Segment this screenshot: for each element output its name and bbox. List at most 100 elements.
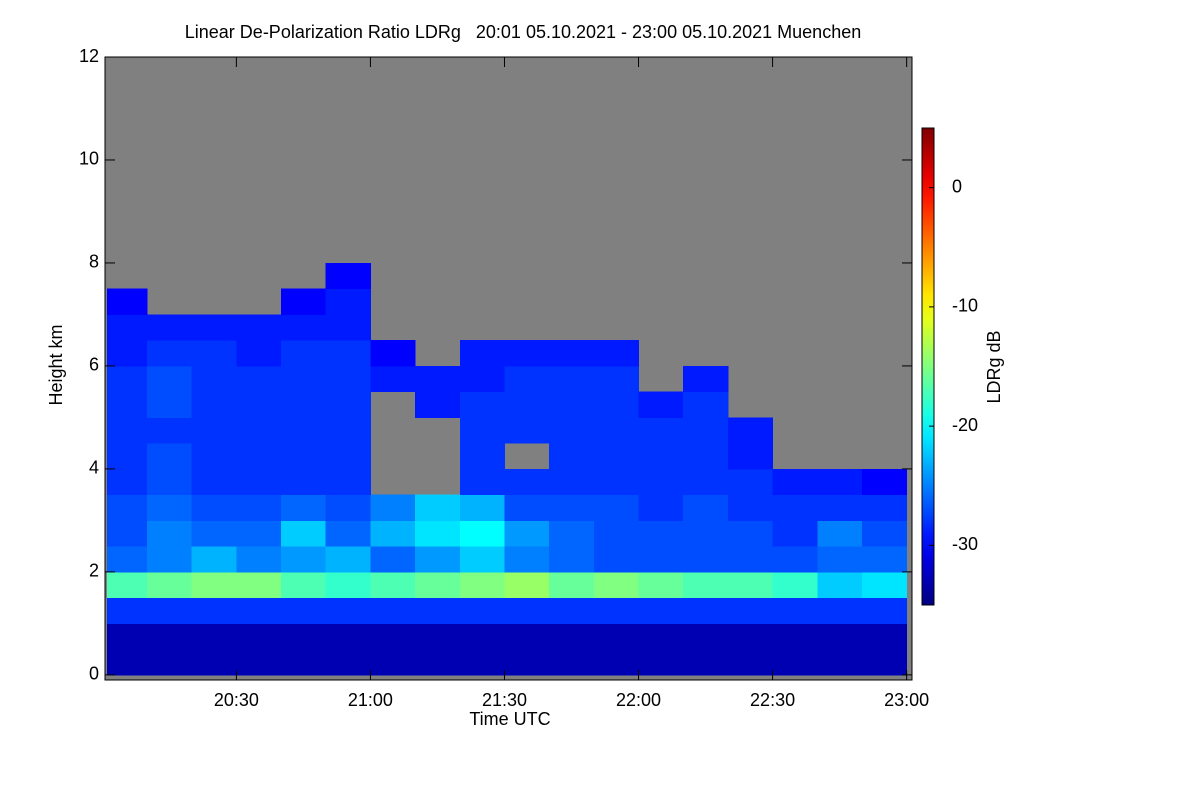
heatmap-cell xyxy=(191,520,237,547)
heatmap-cell xyxy=(861,623,908,650)
heatmap-cell xyxy=(147,494,193,521)
heatmap-cell xyxy=(504,365,550,393)
heatmap-cell xyxy=(191,314,237,341)
colorbar-label: LDRg dB xyxy=(984,330,1004,403)
heatmap-cell xyxy=(325,288,371,315)
heatmap-cell xyxy=(459,494,505,521)
heatmap-cell xyxy=(683,468,729,496)
heatmap-cell xyxy=(459,340,505,367)
heatmap-cell xyxy=(325,314,371,341)
heatmap-cell xyxy=(549,391,595,418)
heatmap-cell xyxy=(236,340,282,367)
heatmap-cell xyxy=(236,443,282,470)
heatmap-cell xyxy=(727,494,774,521)
heatmap-cell xyxy=(861,520,908,547)
heatmap-cell xyxy=(191,443,237,470)
heatmap-cell xyxy=(772,468,818,496)
heatmap-cell xyxy=(370,365,416,393)
heatmap-cell xyxy=(638,597,684,624)
plot-frame xyxy=(104,56,913,681)
heatmap-cell xyxy=(147,649,193,676)
heatmap-cell xyxy=(772,649,818,676)
heatmap-cell xyxy=(593,623,640,650)
heatmap-cell xyxy=(593,417,640,444)
heatmap-cell xyxy=(106,597,148,624)
heatmap-cell xyxy=(370,494,416,521)
heatmap-cell xyxy=(191,340,237,367)
heatmap-cell xyxy=(459,417,505,444)
heatmap-cell xyxy=(549,417,595,444)
heatmap-cell xyxy=(106,443,148,470)
heatmap-cell xyxy=(236,649,282,676)
heatmap-cell xyxy=(325,417,371,444)
heatmap-cell xyxy=(683,623,729,650)
heatmap-cell xyxy=(415,649,461,676)
heatmap-cell xyxy=(106,494,148,521)
heatmap-cell xyxy=(504,571,550,599)
heatmap-cell xyxy=(325,597,371,624)
heatmap-cell xyxy=(106,365,148,393)
heatmap-cell xyxy=(147,391,193,418)
colorbar xyxy=(921,127,935,606)
heatmap-cell xyxy=(727,597,774,624)
heatmap-cell xyxy=(281,443,327,470)
heatmap-cell xyxy=(106,623,148,650)
heatmap-cell xyxy=(549,520,595,547)
heatmap-cell xyxy=(325,262,371,290)
heatmap-cell xyxy=(593,597,640,624)
heatmap-cell xyxy=(638,546,684,573)
heatmap-cell xyxy=(549,571,595,599)
heatmap-cell xyxy=(147,314,193,341)
heatmap-cell xyxy=(147,546,193,573)
heatmap-cell xyxy=(106,314,148,341)
heatmap-cell xyxy=(683,597,729,624)
heatmap-cell xyxy=(191,391,237,418)
heatmap-cell xyxy=(817,546,863,573)
heatmap-cell xyxy=(147,365,193,393)
heatmap-cell xyxy=(593,365,640,393)
heatmap-cell xyxy=(236,314,282,341)
heatmap-cell xyxy=(415,494,461,521)
heatmap-cell xyxy=(106,546,148,573)
heatmap-cell xyxy=(817,468,863,496)
heatmap-cell xyxy=(549,468,595,496)
heatmap-cell xyxy=(683,494,729,521)
heatmap-cell xyxy=(325,546,371,573)
y-tick-label: 4 xyxy=(89,458,99,478)
heatmap-cell xyxy=(191,623,237,650)
heatmap-cell xyxy=(727,649,774,676)
heatmap-cell xyxy=(727,417,774,444)
heatmap-cell xyxy=(281,597,327,624)
heatmap-cell xyxy=(281,391,327,418)
heatmap-cell xyxy=(593,468,640,496)
heatmap-cell xyxy=(772,520,818,547)
heatmap-cell xyxy=(459,443,505,470)
heatmap-cell xyxy=(325,520,371,547)
heatmap-cell xyxy=(236,391,282,418)
heatmap-cell xyxy=(281,288,327,315)
heatmap-cell xyxy=(638,571,684,599)
heatmap-cell xyxy=(817,520,863,547)
heatmap-cell xyxy=(191,649,237,676)
heatmap-cell xyxy=(638,468,684,496)
heatmap-cell xyxy=(459,391,505,418)
heatmap-cell xyxy=(549,623,595,650)
colorbar-tick-label: 0 xyxy=(952,176,962,196)
heatmap-cell xyxy=(861,494,908,521)
heatmap-cell xyxy=(325,649,371,676)
heatmap-cell xyxy=(236,597,282,624)
heatmap-cell xyxy=(147,597,193,624)
heatmap-cell xyxy=(638,417,684,444)
heatmap-cell xyxy=(593,340,640,367)
heatmap-cell xyxy=(191,417,237,444)
heatmap-cell xyxy=(191,571,237,599)
heatmap-cell xyxy=(106,417,148,444)
heatmap-cell xyxy=(683,391,729,418)
heatmap-cell xyxy=(236,571,282,599)
heatmap-cell xyxy=(370,340,416,367)
heatmap-cell xyxy=(191,365,237,393)
heatmap-cell xyxy=(727,468,774,496)
x-axis-label: Time UTC xyxy=(469,709,550,729)
y-tick-label: 10 xyxy=(79,149,99,169)
